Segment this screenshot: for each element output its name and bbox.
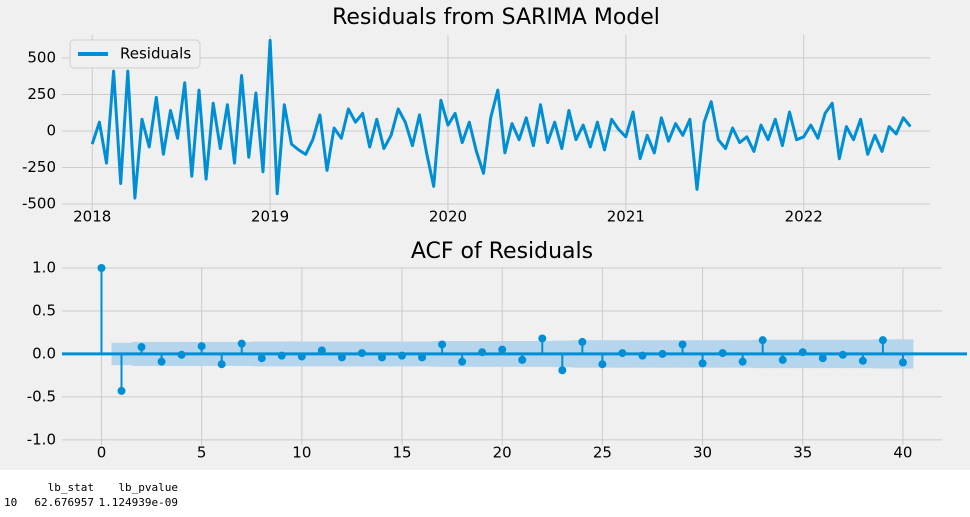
x-tick-label: 15	[392, 444, 411, 462]
stem-marker	[498, 345, 507, 354]
x-tick-label: 2019	[251, 208, 289, 226]
stem-marker	[578, 337, 587, 346]
stem-marker	[538, 334, 547, 343]
y-tick-label: -0.5	[27, 387, 56, 405]
column-header: lb_stat	[47, 481, 94, 494]
table-row: 10 62.676957 1.124939e-09	[4, 495, 178, 510]
stem-marker	[638, 351, 647, 360]
stem-marker	[237, 339, 246, 348]
y-tick-label: -250	[22, 158, 56, 176]
stem-marker	[818, 354, 827, 363]
stem-marker	[317, 346, 326, 355]
stem-marker	[137, 343, 146, 352]
stem-marker	[598, 360, 607, 369]
x-tick-label: 35	[793, 444, 812, 462]
y-tick-label: -1.0	[27, 430, 56, 448]
y-tick-label: 0	[46, 121, 56, 139]
x-tick-label: 5	[197, 444, 207, 462]
stem-marker	[277, 351, 286, 360]
stem-marker	[558, 366, 567, 375]
stem-marker	[297, 352, 306, 361]
y-tick-label: 500	[27, 48, 56, 66]
stem-marker	[658, 349, 667, 358]
y-tick-label: 1.0	[32, 259, 56, 277]
stem-marker	[117, 386, 126, 395]
x-tick-label: 2020	[429, 208, 467, 226]
x-tick-label: 2022	[785, 208, 823, 226]
stem-marker	[898, 358, 907, 367]
stem-marker	[257, 354, 266, 363]
stem-marker	[157, 357, 166, 366]
chart-title: ACF of Residuals	[411, 239, 593, 264]
stem-marker	[97, 264, 106, 272]
stem-marker	[618, 349, 627, 358]
x-tick-label: 30	[693, 444, 712, 462]
y-tick-label: 0.0	[32, 344, 56, 362]
stem-marker	[858, 356, 867, 365]
cell: 62.676957	[34, 496, 94, 509]
stem-marker	[698, 359, 707, 368]
output-table: lb_stat lb_pvalue 10 62.676957 1.124939e-09	[4, 480, 178, 510]
y-tick-label: -500	[22, 194, 56, 212]
stem-marker	[878, 336, 887, 345]
residual-line	[90, 38, 912, 200]
stem-marker	[838, 350, 847, 359]
x-tick-label: 0	[97, 444, 107, 462]
stem-marker	[177, 350, 186, 359]
x-tick-label: 2021	[607, 208, 645, 226]
stem-marker	[398, 351, 407, 360]
stem-marker	[758, 336, 767, 345]
stem-marker	[458, 357, 467, 366]
stem-marker	[337, 353, 346, 362]
stem-marker	[438, 340, 447, 349]
stem-marker	[357, 349, 366, 358]
figure: Residuals from SARIMA Model-500-25002505…	[0, 0, 970, 470]
y-tick-label: 250	[27, 85, 56, 103]
stem-marker	[197, 342, 206, 351]
row-index: 10	[4, 496, 18, 509]
stem-marker	[718, 349, 727, 358]
chart-title: Residuals from SARIMA Model	[332, 5, 660, 30]
cell: 1.124939e-09	[98, 496, 178, 509]
y-tick-label: 0.5	[32, 301, 56, 319]
stem-marker	[217, 360, 226, 369]
table-header: lb_stat lb_pvalue	[4, 480, 178, 495]
legend-box	[69, 39, 201, 69]
x-tick-label: 2018	[73, 208, 111, 226]
stem-marker	[678, 340, 687, 349]
x-tick-label: 25	[593, 444, 612, 462]
stem-marker	[418, 353, 427, 362]
stem-marker	[778, 355, 787, 364]
stem-marker	[798, 348, 807, 357]
x-tick-label: 20	[493, 444, 512, 462]
stem-marker	[478, 348, 487, 357]
legend-label: Residuals	[120, 45, 191, 63]
x-tick-label: 40	[893, 444, 912, 462]
figure-background	[0, 0, 970, 470]
x-tick-label: 10	[292, 444, 311, 462]
stem-marker	[738, 357, 747, 366]
stem-marker	[518, 355, 527, 364]
column-header: lb_pvalue	[118, 481, 178, 494]
stem-marker	[377, 353, 386, 362]
